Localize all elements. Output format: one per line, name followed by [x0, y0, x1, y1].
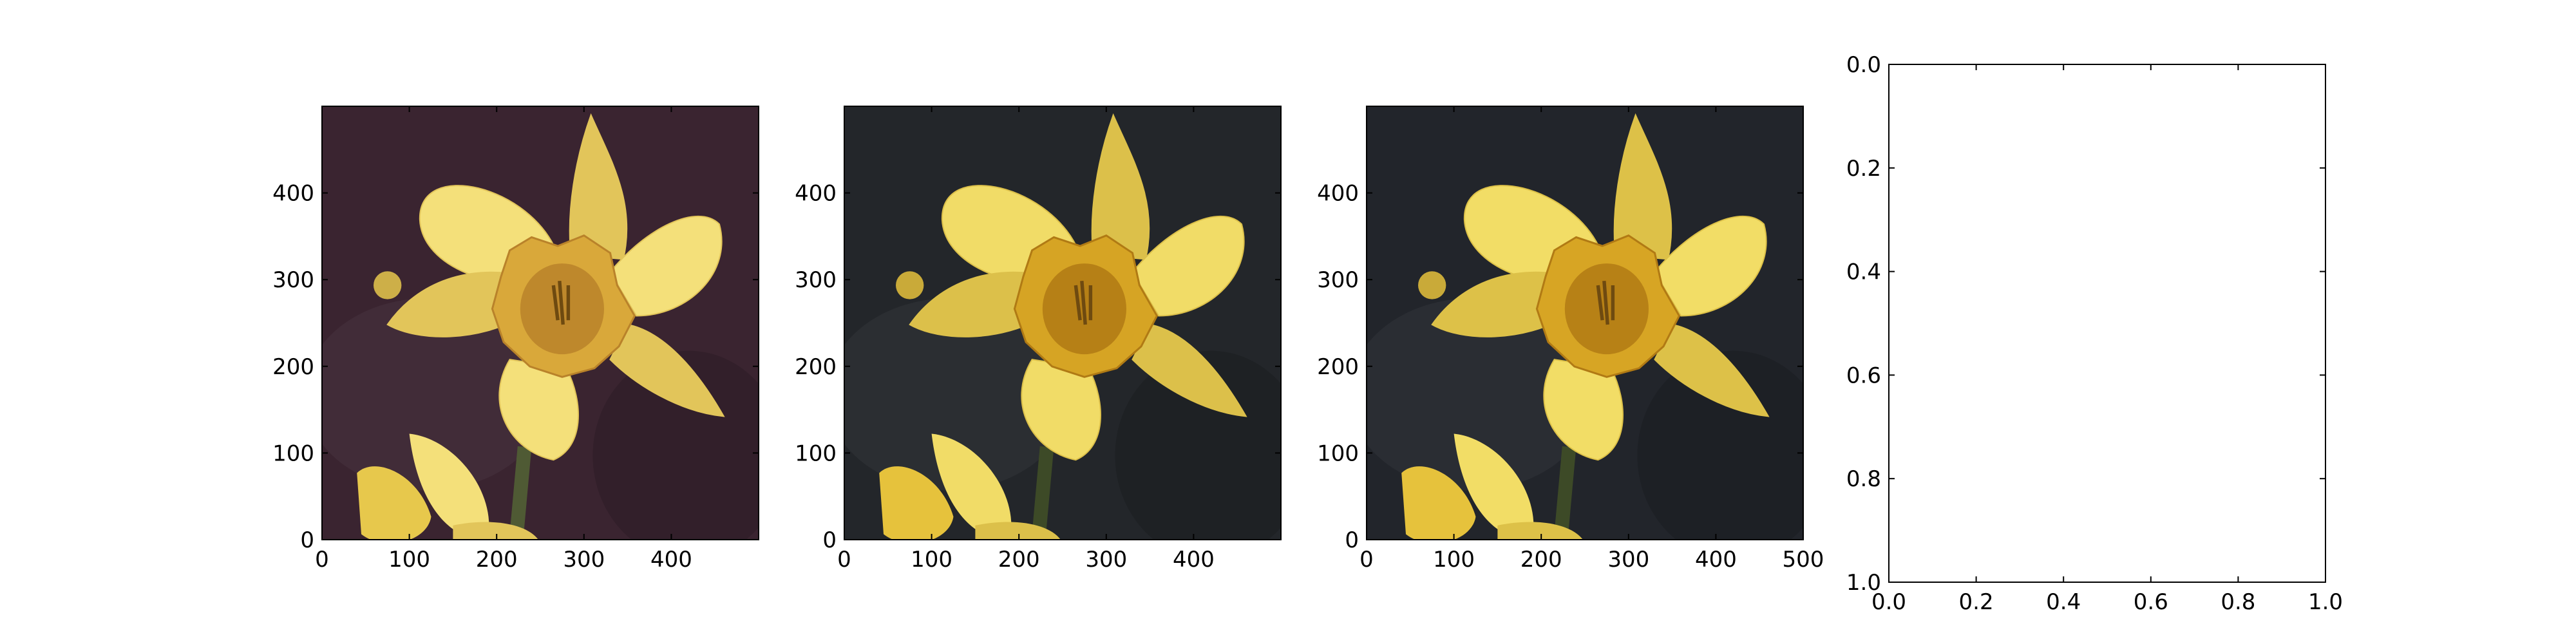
- lower-petal-c-2: [1497, 522, 1583, 540]
- x-tick-label-1-1: 100: [911, 547, 952, 573]
- lower-petal-c-0: [453, 522, 538, 540]
- petal-1-5: [909, 271, 1050, 337]
- x-tick-label-1-3: 300: [1085, 547, 1127, 573]
- axes-frame-0: [321, 106, 759, 540]
- x-tick-label-1-2: 200: [998, 547, 1040, 573]
- y-tick-label-2-2: 200: [1317, 354, 1359, 380]
- x-tick-label-0-2: 200: [476, 547, 518, 573]
- x-tick-label-2-4: 400: [1695, 547, 1737, 573]
- y-tick-label-3-5: 1.0: [1846, 570, 1881, 596]
- y-tick-label-3-1: 0.2: [1846, 156, 1881, 182]
- y-tick-label-0-4: 400: [272, 181, 314, 207]
- x-tick-label-0-3: 300: [563, 547, 605, 573]
- x-tick-label-3-3: 0.6: [2134, 589, 2168, 615]
- x-tick-label-3-1: 0.2: [1959, 589, 1994, 615]
- lower-petal-b-1: [931, 433, 1012, 539]
- lower-petal-b-0: [409, 433, 489, 539]
- background-shadow-1: [1115, 350, 1281, 540]
- petal-2-2: [1654, 215, 1767, 317]
- x-tick-label-2-3: 300: [1607, 547, 1649, 573]
- y-tick-label-3-0: 0.0: [1846, 52, 1881, 78]
- petal-1-2: [1132, 215, 1245, 317]
- stamen-0: [551, 280, 571, 325]
- x-tick-label-3-5: 1.0: [2308, 589, 2343, 615]
- lower-petal-c-1: [975, 522, 1061, 540]
- subplot-2: 0 100 200 300 400 500 0 100 200 300 400: [1317, 106, 1824, 573]
- y-tick-label-1-4: 400: [795, 181, 837, 207]
- subplot-1: 0 100 200 300 400 0 100 200 300 400: [795, 106, 1282, 573]
- lower-petal-a-0: [357, 466, 431, 540]
- axes-frame-2: [1366, 106, 1804, 540]
- lower-petal-a-2: [1401, 466, 1476, 540]
- petal-2-4: [1543, 359, 1624, 461]
- petal-2-1: [1613, 113, 1672, 260]
- distant-flower-2: [1418, 271, 1446, 299]
- y-tick-label-0-3: 300: [272, 267, 314, 293]
- x-tick-label-0-1: 100: [388, 547, 430, 573]
- y-tick-label-0-0: 0: [300, 527, 314, 553]
- y-tick-label-2-0: 0: [1345, 527, 1359, 553]
- x-tick-label-3-0: 0.0: [1871, 589, 1906, 615]
- y-tick-label-0-2: 200: [272, 354, 314, 380]
- y-tick-label-1-3: 300: [795, 267, 837, 293]
- x-tick-label-2-5: 500: [1783, 547, 1824, 573]
- x-tick-label-1-0: 0: [837, 547, 851, 573]
- plot-area-3: [1889, 64, 2325, 582]
- x-tick-label-0-0: 0: [315, 547, 329, 573]
- y-tick-label-2-4: 400: [1317, 181, 1359, 207]
- petal-0-4: [498, 359, 580, 461]
- petal-0-5: [386, 271, 528, 337]
- y-tick-label-2-1: 100: [1317, 440, 1359, 466]
- distant-flower-1: [896, 271, 924, 299]
- y-tick-label-0-1: 100: [272, 440, 314, 466]
- background-blur-0: [322, 298, 549, 491]
- stamen-2: [1596, 280, 1615, 325]
- petal-0-1: [569, 113, 628, 260]
- lower-petal-b-2: [1454, 433, 1534, 539]
- subplot-0: 0 100 200 300 400 0 100 200 300 400: [272, 106, 759, 573]
- y-tick-label-3-2: 0.4: [1846, 260, 1881, 285]
- petal-2-3: [1654, 323, 1770, 417]
- y-tick-label-3-4: 0.8: [1846, 466, 1881, 492]
- background-blur-1: [844, 298, 1072, 491]
- background-shadow-2: [1637, 350, 1803, 540]
- petal-1-4: [1021, 359, 1102, 461]
- stamen-1: [1074, 280, 1093, 325]
- axes-frame-1: [844, 106, 1282, 540]
- x-tick-label-0-4: 400: [650, 547, 692, 573]
- y-tick-label-1-2: 200: [795, 354, 837, 380]
- background-blur-2: [1367, 298, 1594, 491]
- x-tick-label-1-4: 400: [1173, 547, 1215, 573]
- petal-1-1: [1091, 113, 1150, 260]
- lower-petal-a-1: [879, 466, 954, 540]
- x-tick-label-2-1: 100: [1433, 547, 1475, 573]
- image-1: [844, 106, 1281, 540]
- background-shadow-0: [592, 350, 759, 540]
- image-2: [1367, 106, 1803, 540]
- petal-1-3: [1132, 323, 1247, 417]
- petal-0-2: [609, 215, 723, 317]
- x-tick-label-3-2: 0.4: [2046, 589, 2081, 615]
- image-0: [322, 106, 759, 540]
- y-tick-label-2-3: 300: [1317, 267, 1359, 293]
- x-tick-label-3-4: 0.8: [2221, 589, 2255, 615]
- y-tick-label-3-3: 0.6: [1846, 363, 1881, 388]
- x-tick-label-2-0: 0: [1359, 547, 1374, 573]
- x-tick-label-2-2: 200: [1520, 547, 1562, 573]
- subplot-3: 0.0 0.2 0.4 0.6 0.8 1.00.00.20.40.60.81.0: [1846, 52, 2343, 615]
- petal-0-3: [609, 323, 725, 417]
- petal-2-5: [1431, 271, 1573, 337]
- y-tick-label-1-0: 0: [822, 527, 837, 553]
- y-tick-label-1-1: 100: [795, 440, 837, 466]
- axes-frame-3: [1888, 64, 2326, 583]
- distant-flower-0: [374, 271, 402, 299]
